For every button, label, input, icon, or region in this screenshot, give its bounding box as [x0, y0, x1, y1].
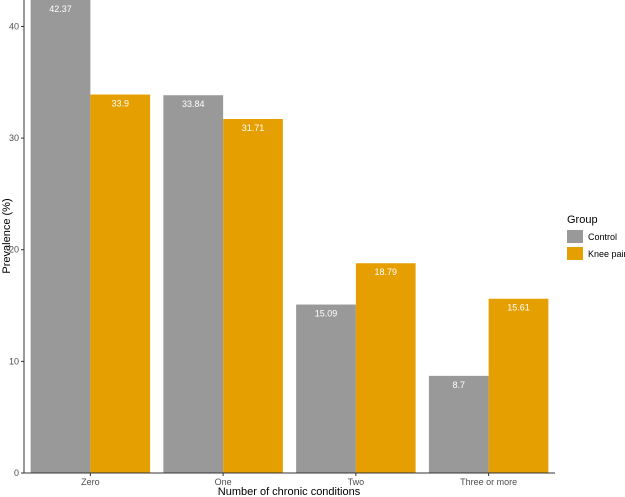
legend-label-control: Control	[588, 232, 617, 242]
y-tick-label: 40	[9, 21, 19, 31]
bars	[30, 0, 549, 473]
bar-control-zero	[30, 0, 91, 473]
legend-label-knee-pain: Knee pain	[588, 249, 625, 259]
legend: Group Control Knee pain	[567, 214, 625, 260]
y-axis-title: Prevalence (%)	[1, 198, 13, 273]
legend-swatch-control	[567, 230, 583, 243]
bar-value-label-knee-pain-zero: 33.9	[111, 99, 129, 109]
y-axis: 0 10 20 30 40	[9, 0, 25, 478]
bar-control-three-or-more	[428, 375, 489, 473]
bar-value-label-control-three-or-more: 8.7	[452, 380, 465, 390]
bar-control-two	[296, 304, 356, 473]
bar-labels: 42.37 33.9 33.84 31.71 15.09 18.79 8.7 15.61	[49, 4, 530, 390]
legend-swatch-knee-pain	[567, 247, 583, 260]
bar-value-label-knee-pain-three-or-more: 15.61	[507, 303, 530, 313]
x-tick-label-three-or-more: Three or more	[460, 477, 517, 487]
y-tick-label: 0	[14, 468, 19, 478]
x-tick-label-one: One	[215, 477, 232, 487]
bar-value-label-knee-pain-two: 18.79	[374, 267, 397, 277]
bar-value-label-knee-pain-one: 31.71	[242, 123, 265, 133]
bar-value-label-control-one: 33.84	[182, 99, 205, 109]
x-axis: Zero One Two Three or more	[24, 472, 555, 487]
y-tick-label: 10	[9, 356, 19, 366]
x-axis-title: Number of chronic conditions	[218, 486, 361, 497]
y-tick-label: 30	[9, 133, 19, 143]
bar-knee-pain-two	[355, 263, 416, 473]
x-tick-label-zero: Zero	[81, 477, 100, 487]
bar-value-label-control-zero: 42.37	[49, 4, 72, 14]
bar-value-label-control-two: 15.09	[315, 309, 338, 319]
bar-knee-pain-one	[223, 119, 283, 473]
y-tick-label: 20	[9, 245, 19, 255]
bar-control-one	[163, 95, 224, 473]
x-tick-label-two: Two	[348, 477, 365, 487]
bar-knee-pain-three-or-more	[488, 298, 549, 473]
bar-knee-pain-zero	[90, 94, 151, 473]
legend-title: Group	[567, 214, 598, 226]
